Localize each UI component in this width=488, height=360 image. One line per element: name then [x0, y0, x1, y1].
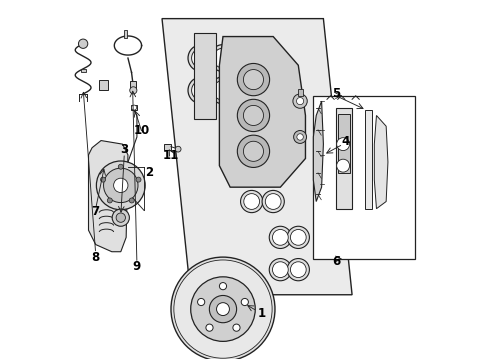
Circle shape	[216, 303, 229, 316]
Ellipse shape	[262, 154, 284, 177]
Circle shape	[293, 131, 306, 143]
Circle shape	[209, 296, 236, 323]
Circle shape	[296, 134, 303, 140]
Circle shape	[219, 283, 226, 290]
Ellipse shape	[272, 262, 287, 278]
Bar	[130, 81, 136, 89]
Ellipse shape	[213, 48, 232, 68]
Circle shape	[96, 161, 145, 210]
Polygon shape	[335, 108, 351, 209]
Text: 6: 6	[331, 255, 339, 268]
Ellipse shape	[269, 258, 291, 281]
Circle shape	[136, 177, 141, 182]
Circle shape	[243, 141, 263, 161]
Polygon shape	[219, 37, 305, 187]
Circle shape	[171, 257, 274, 360]
Ellipse shape	[244, 93, 259, 109]
Circle shape	[107, 198, 112, 203]
Ellipse shape	[213, 81, 232, 100]
Ellipse shape	[265, 194, 281, 210]
Circle shape	[296, 98, 303, 105]
Circle shape	[237, 63, 269, 96]
Polygon shape	[313, 101, 323, 202]
Ellipse shape	[290, 229, 305, 245]
Circle shape	[129, 198, 134, 203]
Ellipse shape	[187, 77, 214, 104]
Circle shape	[237, 99, 269, 132]
Ellipse shape	[240, 122, 262, 144]
Polygon shape	[364, 110, 371, 209]
Text: 3: 3	[120, 143, 128, 156]
Text: 9: 9	[133, 260, 141, 273]
Ellipse shape	[191, 48, 211, 68]
Polygon shape	[88, 140, 128, 252]
Polygon shape	[337, 114, 349, 173]
Ellipse shape	[209, 45, 236, 72]
Circle shape	[175, 146, 181, 152]
Text: 1: 1	[257, 307, 265, 320]
Bar	[312, 96, 414, 259]
Ellipse shape	[244, 158, 259, 174]
Text: 4: 4	[341, 135, 349, 148]
Ellipse shape	[290, 262, 305, 278]
Circle shape	[116, 213, 125, 222]
Text: 10: 10	[134, 124, 150, 137]
Circle shape	[131, 105, 136, 110]
Circle shape	[174, 260, 271, 358]
Ellipse shape	[191, 81, 211, 100]
Circle shape	[129, 87, 137, 94]
Ellipse shape	[187, 45, 214, 72]
Circle shape	[232, 324, 240, 331]
Ellipse shape	[244, 126, 259, 141]
Bar	[81, 69, 85, 72]
Circle shape	[336, 159, 349, 172]
Ellipse shape	[286, 258, 309, 281]
Text: 5: 5	[331, 87, 339, 100]
Polygon shape	[162, 19, 351, 295]
Ellipse shape	[286, 226, 309, 248]
Circle shape	[243, 69, 263, 90]
Circle shape	[237, 135, 269, 167]
Circle shape	[112, 209, 129, 226]
Bar	[131, 105, 137, 110]
Ellipse shape	[265, 93, 281, 109]
Circle shape	[292, 94, 306, 108]
Ellipse shape	[209, 77, 236, 104]
Polygon shape	[163, 144, 171, 149]
Ellipse shape	[240, 90, 262, 112]
Circle shape	[190, 277, 255, 341]
Circle shape	[241, 298, 248, 306]
Ellipse shape	[269, 226, 291, 248]
Ellipse shape	[262, 190, 284, 213]
Circle shape	[78, 39, 88, 48]
Ellipse shape	[265, 126, 281, 141]
Circle shape	[243, 105, 263, 126]
Bar	[123, 30, 127, 39]
Circle shape	[101, 177, 105, 182]
Text: 8: 8	[91, 251, 100, 264]
Circle shape	[336, 138, 349, 150]
Ellipse shape	[262, 90, 284, 112]
Bar	[297, 89, 302, 96]
Circle shape	[118, 164, 123, 169]
Ellipse shape	[262, 122, 284, 144]
Ellipse shape	[240, 154, 262, 177]
Text: 11: 11	[163, 149, 179, 162]
Ellipse shape	[244, 194, 259, 210]
Polygon shape	[99, 80, 108, 90]
Circle shape	[205, 324, 213, 331]
Ellipse shape	[272, 229, 287, 245]
Ellipse shape	[265, 158, 281, 174]
Polygon shape	[373, 116, 387, 209]
Text: 7: 7	[91, 205, 100, 218]
Circle shape	[113, 178, 128, 193]
Circle shape	[197, 298, 204, 306]
Circle shape	[103, 168, 138, 203]
Text: 2: 2	[145, 166, 153, 179]
Polygon shape	[194, 33, 215, 119]
Ellipse shape	[240, 190, 262, 213]
